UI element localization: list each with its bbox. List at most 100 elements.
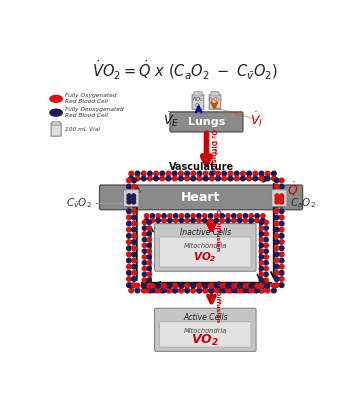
Circle shape — [264, 226, 268, 230]
Circle shape — [185, 214, 189, 218]
Circle shape — [249, 218, 253, 223]
Text: $\dot{Q}$: $\dot{Q}$ — [287, 180, 298, 198]
Circle shape — [141, 176, 146, 181]
Circle shape — [166, 171, 171, 176]
Circle shape — [226, 284, 230, 288]
Circle shape — [259, 288, 264, 293]
Circle shape — [203, 171, 208, 176]
Text: FeO₂
O₂: FeO₂ O₂ — [209, 97, 221, 108]
FancyBboxPatch shape — [170, 112, 243, 132]
Circle shape — [214, 284, 219, 288]
Circle shape — [264, 272, 268, 276]
Circle shape — [279, 178, 284, 183]
Circle shape — [127, 178, 131, 183]
Circle shape — [216, 288, 220, 293]
FancyBboxPatch shape — [272, 190, 287, 207]
Circle shape — [179, 284, 184, 288]
Circle shape — [255, 284, 259, 288]
Circle shape — [203, 214, 207, 218]
Text: 100 mL Vial: 100 mL Vial — [65, 127, 100, 132]
Circle shape — [264, 220, 268, 224]
Circle shape — [255, 214, 259, 218]
Circle shape — [259, 278, 264, 282]
Circle shape — [247, 283, 251, 288]
Circle shape — [127, 215, 131, 220]
Circle shape — [132, 209, 136, 214]
Circle shape — [141, 283, 146, 288]
Circle shape — [249, 288, 253, 293]
FancyBboxPatch shape — [192, 94, 204, 109]
Circle shape — [279, 184, 284, 189]
Circle shape — [150, 284, 155, 288]
Circle shape — [127, 270, 131, 275]
Circle shape — [127, 258, 131, 263]
Circle shape — [259, 226, 264, 230]
Circle shape — [264, 260, 268, 265]
Circle shape — [275, 200, 279, 204]
Circle shape — [166, 288, 171, 293]
Circle shape — [279, 203, 284, 207]
Circle shape — [232, 288, 236, 293]
Circle shape — [197, 214, 201, 218]
Circle shape — [142, 260, 147, 265]
Text: Inactive Cells: Inactive Cells — [180, 228, 231, 237]
Circle shape — [132, 283, 136, 288]
Circle shape — [214, 218, 219, 223]
Circle shape — [274, 240, 279, 244]
Text: Mitochondria: Mitochondria — [184, 243, 227, 249]
Circle shape — [247, 171, 251, 176]
Circle shape — [150, 288, 155, 293]
Circle shape — [220, 288, 224, 293]
Circle shape — [147, 220, 151, 224]
Circle shape — [232, 284, 236, 288]
Circle shape — [129, 283, 134, 288]
Circle shape — [274, 184, 279, 189]
Circle shape — [132, 264, 136, 269]
Circle shape — [259, 220, 264, 224]
Circle shape — [127, 197, 131, 201]
Circle shape — [259, 249, 264, 253]
Circle shape — [132, 240, 136, 244]
Circle shape — [148, 176, 152, 181]
FancyBboxPatch shape — [209, 94, 221, 109]
Circle shape — [209, 214, 213, 218]
Circle shape — [255, 218, 259, 223]
Circle shape — [147, 284, 151, 288]
Circle shape — [280, 194, 283, 198]
Circle shape — [127, 228, 131, 232]
Text: Fully Oxygenated
Red Blood Cell: Fully Oxygenated Red Blood Cell — [65, 94, 116, 104]
Circle shape — [197, 171, 202, 176]
Circle shape — [147, 260, 151, 265]
Circle shape — [178, 176, 183, 181]
Text: $\dot{V}_I$: $\dot{V}_I$ — [250, 110, 263, 129]
Circle shape — [274, 221, 279, 226]
Circle shape — [147, 278, 151, 282]
Circle shape — [127, 197, 131, 201]
FancyBboxPatch shape — [100, 185, 303, 210]
Circle shape — [275, 197, 279, 201]
Circle shape — [178, 171, 183, 176]
Circle shape — [147, 232, 151, 236]
Circle shape — [127, 200, 131, 204]
Circle shape — [279, 283, 284, 288]
Circle shape — [132, 197, 135, 201]
FancyBboxPatch shape — [160, 322, 251, 347]
Circle shape — [237, 218, 242, 223]
Circle shape — [129, 176, 134, 181]
Circle shape — [203, 283, 208, 288]
Circle shape — [156, 214, 160, 218]
Text: $\mathregular{VO_2}$: $\mathregular{VO_2}$ — [194, 250, 217, 264]
FancyBboxPatch shape — [123, 190, 139, 207]
Circle shape — [210, 171, 214, 176]
Circle shape — [253, 288, 258, 293]
Circle shape — [210, 176, 214, 181]
Circle shape — [274, 283, 279, 288]
Circle shape — [259, 272, 264, 276]
Circle shape — [272, 283, 276, 288]
Circle shape — [127, 194, 131, 198]
Circle shape — [274, 197, 279, 201]
Circle shape — [148, 288, 152, 293]
Circle shape — [264, 243, 268, 248]
Circle shape — [127, 221, 131, 226]
Circle shape — [249, 284, 253, 288]
